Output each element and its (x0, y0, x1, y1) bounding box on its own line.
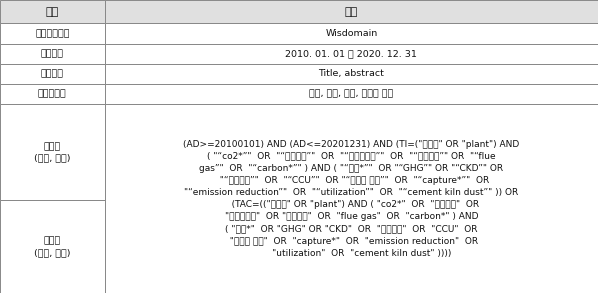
Text: 데이터베이스: 데이터베이스 (35, 29, 69, 38)
Text: 한국, 미국, 유럽, 일본의 특허: 한국, 미국, 유럽, 일본의 특허 (309, 90, 393, 99)
FancyBboxPatch shape (105, 84, 598, 104)
FancyBboxPatch shape (105, 104, 598, 293)
Text: 검색범위: 검색범위 (41, 69, 64, 79)
Text: 2010. 01. 01 ～ 2020. 12. 31: 2010. 01. 01 ～ 2020. 12. 31 (285, 49, 417, 58)
FancyBboxPatch shape (0, 200, 105, 293)
FancyBboxPatch shape (105, 0, 598, 23)
Text: 구분: 구분 (45, 7, 59, 17)
Text: 검색식
(미국, 유럽): 검색식 (미국, 유럽) (34, 142, 71, 163)
FancyBboxPatch shape (0, 64, 105, 84)
FancyBboxPatch shape (0, 44, 105, 64)
Text: 특허: 특허 (344, 7, 358, 17)
FancyBboxPatch shape (105, 44, 598, 64)
FancyBboxPatch shape (105, 64, 598, 84)
Text: 분석구간: 분석구간 (41, 49, 64, 58)
Text: 검색도메인: 검색도메인 (38, 90, 67, 99)
FancyBboxPatch shape (0, 0, 105, 23)
Text: (AD>=20100101) AND (AD<=20201231) AND (TI=("플랜트" OR "plant") AND
( "“co2*”"  OR : (AD>=20100101) AND (AD<=20201231) AND (T… (183, 139, 520, 258)
Text: Wisdomain: Wisdomain (325, 29, 377, 38)
FancyBboxPatch shape (0, 84, 105, 104)
FancyBboxPatch shape (0, 104, 105, 200)
Text: 검색식
(일본, 한국): 검색식 (일본, 한국) (34, 236, 71, 257)
FancyBboxPatch shape (0, 23, 105, 44)
FancyBboxPatch shape (105, 23, 598, 44)
Text: Title, abstract: Title, abstract (318, 69, 385, 79)
